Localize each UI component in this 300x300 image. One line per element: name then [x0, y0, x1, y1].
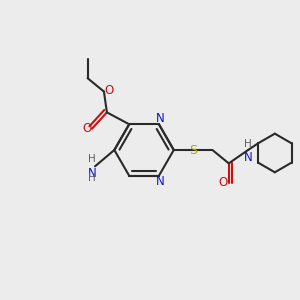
Text: H: H: [244, 139, 252, 148]
Text: S: S: [189, 143, 197, 157]
Text: N: N: [156, 175, 165, 188]
Text: H: H: [88, 173, 96, 183]
Text: N: N: [156, 112, 165, 125]
Text: O: O: [219, 176, 228, 189]
Text: N: N: [244, 152, 253, 164]
Text: H: H: [88, 154, 96, 164]
Text: O: O: [105, 84, 114, 97]
Text: N: N: [88, 167, 96, 180]
Text: O: O: [82, 122, 91, 135]
